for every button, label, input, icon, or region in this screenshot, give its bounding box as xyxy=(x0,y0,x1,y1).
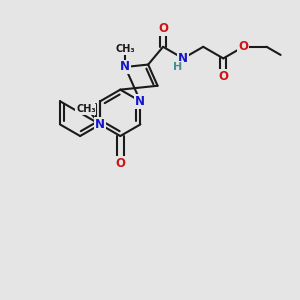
Text: CH₃: CH₃ xyxy=(76,104,96,114)
Text: CH₃: CH₃ xyxy=(115,44,135,54)
Text: O: O xyxy=(238,40,248,53)
Text: N: N xyxy=(95,118,105,131)
Text: H: H xyxy=(173,62,182,72)
Text: N: N xyxy=(135,95,146,108)
Text: N: N xyxy=(120,61,130,74)
Text: O: O xyxy=(115,157,125,170)
Text: N: N xyxy=(178,52,188,65)
Text: O: O xyxy=(218,70,228,83)
Text: O: O xyxy=(158,22,168,35)
